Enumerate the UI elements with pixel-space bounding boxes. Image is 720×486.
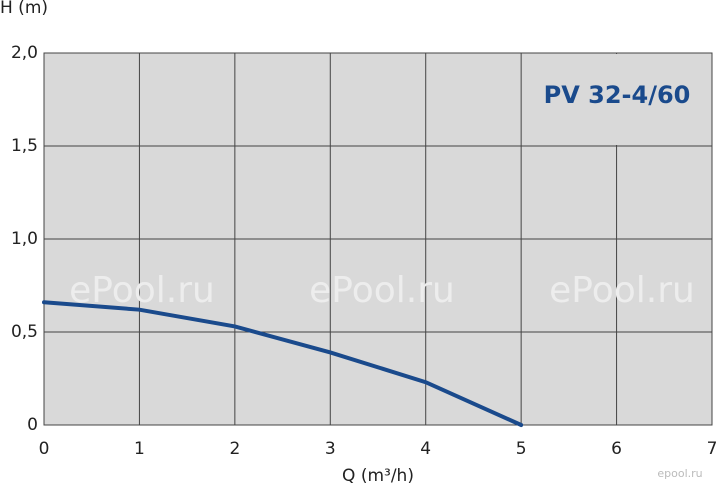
x-tick-label: 6 [611, 439, 622, 459]
x-tick-label: 3 [325, 439, 336, 459]
y-tick-label: 1,0 [11, 229, 38, 249]
x-tick-label: 2 [229, 439, 240, 459]
y-tick-label: 0,5 [11, 322, 38, 342]
y-tick-label: 0 [27, 415, 38, 435]
y-tick-label: 2,0 [11, 43, 38, 63]
title-box [522, 54, 711, 145]
x-axis-label: Q (m³/h) [342, 466, 414, 486]
x-tick-label: 1 [134, 439, 145, 459]
x-tick-label: 5 [516, 439, 527, 459]
y-tick-label: 1,5 [11, 136, 38, 156]
x-tick-label: 7 [707, 439, 718, 459]
watermark: ePool.ru [549, 270, 695, 311]
y-axis-label: H (m) [0, 0, 48, 18]
watermark: epool.ru [657, 467, 702, 480]
watermark: ePool.ru [309, 270, 455, 311]
chart-title: PV 32-4/60 [544, 81, 691, 109]
x-tick-label: 4 [420, 439, 431, 459]
x-tick-label: 0 [39, 439, 50, 459]
curve [42, 300, 524, 427]
